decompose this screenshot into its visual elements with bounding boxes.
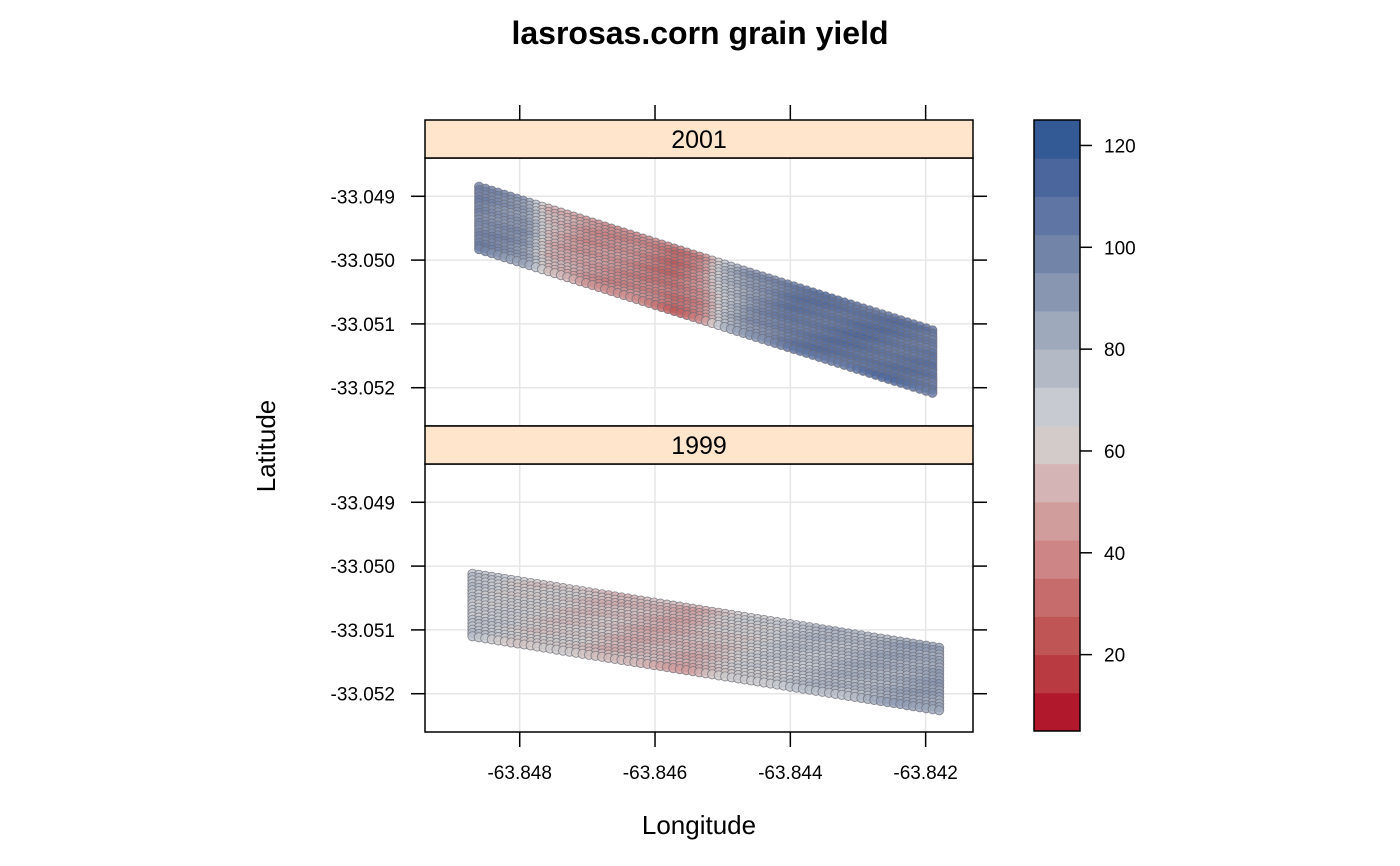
colorbar-segment [1034,578,1080,617]
colorbar-tick-label: 40 [1104,544,1125,565]
y-tick-label: -33.052 [331,685,395,706]
colorbar-tick-label: 120 [1104,136,1136,157]
data-point [934,705,945,716]
panel-strip [424,119,974,159]
x-tick-label: -63.846 [623,763,687,784]
y-tick-label: -33.051 [331,621,395,642]
panel-strip-label: 2001 [671,126,727,154]
y-tick-label: -33.052 [331,379,395,400]
panels: 2001 1999 [424,119,974,733]
colorbar: 20 40 60 80 100 120 [1033,119,1136,732]
colorbar-tick-label: 100 [1104,238,1136,259]
x-tick-label: -63.842 [893,763,957,784]
y-tick-label: -33.050 [331,251,395,272]
colorbar-segment [1034,692,1080,732]
y-tick-label: -33.049 [331,493,395,514]
x-axis-label: Longitude [642,810,756,840]
data-points [467,568,945,716]
y-tick-label: -33.051 [331,315,395,336]
colorbar-tick-label: 80 [1104,340,1125,361]
panel-2001: 2001 [424,119,974,427]
colorbar-segment [1034,310,1080,350]
colorbar-segment [1034,120,1080,159]
y-tick-label: -33.050 [331,557,395,578]
data-points [474,181,938,398]
colorbar-segment [1034,387,1080,426]
panel-strip [424,425,974,465]
colorbar-segment [1034,540,1080,579]
colorbar-segment [1034,196,1080,236]
colorbar-segment [1034,501,1080,541]
axes: -33.049 -33.050 -33.051 -33.052 -33.049 -33.0… [331,105,987,784]
colorbar-segment [1034,425,1080,465]
y-axis-label: Latitude [251,400,281,493]
colorbar-border [1033,119,1081,732]
colorbar-segment [1034,654,1080,694]
colorbar-segment [1034,158,1080,197]
x-tick-label: -63.848 [487,763,551,784]
x-tick-label: -63.844 [758,763,823,784]
colorbar-segment [1034,616,1080,656]
colorbar-segment [1034,349,1080,388]
colorbar-segment [1034,272,1080,312]
panel-1999: 1999 [424,425,974,733]
y-tick-label: -33.049 [331,187,395,208]
chart-title: lasrosas.corn grain yield [511,15,888,51]
colorbar-segment [1034,234,1080,274]
colorbar-tick-label: 60 [1104,442,1125,463]
colorbar-segment [1034,463,1080,503]
colorbar-tick-label: 20 [1104,646,1125,667]
panel-strip-label: 1999 [671,432,727,460]
data-point [927,387,938,398]
